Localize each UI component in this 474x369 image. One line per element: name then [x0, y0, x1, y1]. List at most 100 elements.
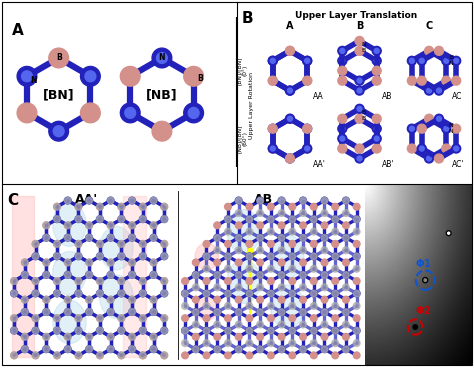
Circle shape [257, 197, 264, 204]
Circle shape [289, 315, 296, 321]
Circle shape [338, 144, 347, 153]
Circle shape [64, 296, 71, 303]
Circle shape [301, 310, 305, 314]
Circle shape [139, 241, 146, 247]
Circle shape [343, 259, 349, 266]
Circle shape [152, 273, 155, 277]
Circle shape [66, 236, 70, 239]
Circle shape [267, 290, 274, 297]
Circle shape [246, 340, 253, 346]
Circle shape [75, 315, 82, 321]
Circle shape [97, 278, 103, 284]
Circle shape [291, 217, 294, 221]
Circle shape [267, 228, 274, 235]
Circle shape [278, 272, 285, 278]
Circle shape [203, 241, 210, 247]
Circle shape [205, 292, 209, 295]
Text: B: B [56, 52, 62, 62]
Circle shape [125, 107, 136, 118]
Circle shape [247, 292, 251, 295]
Circle shape [129, 234, 136, 241]
Circle shape [43, 259, 50, 266]
Text: AB: AB [254, 193, 273, 206]
Circle shape [235, 346, 242, 353]
Circle shape [332, 327, 338, 334]
Circle shape [97, 203, 103, 210]
Circle shape [289, 216, 296, 223]
Circle shape [98, 292, 102, 295]
Circle shape [310, 290, 317, 297]
Circle shape [118, 253, 125, 260]
Circle shape [150, 346, 157, 352]
Circle shape [267, 352, 274, 359]
Circle shape [203, 253, 210, 260]
Circle shape [270, 58, 275, 63]
Circle shape [291, 292, 294, 295]
Circle shape [235, 296, 242, 303]
Circle shape [161, 278, 168, 284]
Circle shape [86, 234, 92, 241]
Circle shape [312, 292, 316, 295]
Circle shape [150, 308, 157, 315]
Circle shape [407, 76, 416, 85]
Circle shape [118, 253, 125, 260]
Circle shape [118, 352, 125, 359]
Circle shape [129, 334, 136, 340]
Circle shape [192, 272, 199, 278]
Circle shape [235, 247, 242, 254]
Circle shape [54, 278, 60, 284]
Circle shape [11, 290, 18, 297]
Circle shape [87, 236, 91, 239]
Circle shape [107, 334, 114, 340]
Circle shape [118, 278, 125, 284]
Circle shape [214, 247, 220, 254]
Circle shape [182, 327, 188, 334]
Circle shape [442, 144, 451, 153]
Circle shape [419, 146, 424, 151]
Circle shape [355, 46, 364, 55]
Circle shape [268, 144, 277, 153]
Circle shape [64, 346, 71, 352]
Circle shape [130, 347, 134, 351]
Circle shape [34, 292, 37, 295]
Circle shape [288, 88, 292, 93]
Circle shape [353, 327, 360, 334]
Circle shape [332, 216, 338, 223]
Circle shape [246, 241, 253, 247]
Circle shape [338, 66, 347, 75]
Text: B: B [242, 11, 253, 26]
Circle shape [203, 327, 210, 334]
Circle shape [353, 278, 360, 284]
Circle shape [442, 124, 451, 133]
Circle shape [321, 321, 328, 328]
Ellipse shape [100, 226, 133, 270]
Circle shape [332, 216, 338, 223]
Circle shape [310, 340, 317, 346]
Circle shape [225, 253, 231, 260]
Circle shape [305, 146, 310, 151]
Circle shape [344, 347, 348, 351]
Circle shape [300, 346, 306, 352]
Circle shape [225, 315, 231, 321]
Circle shape [64, 259, 71, 266]
Circle shape [300, 210, 306, 217]
Circle shape [353, 216, 360, 223]
Circle shape [452, 56, 461, 65]
Circle shape [374, 136, 379, 141]
Circle shape [267, 327, 274, 334]
Circle shape [321, 346, 328, 353]
Circle shape [257, 210, 264, 217]
Circle shape [285, 114, 294, 123]
Circle shape [258, 310, 262, 314]
Circle shape [54, 290, 60, 297]
Circle shape [64, 296, 71, 303]
Circle shape [246, 315, 253, 321]
Circle shape [54, 253, 60, 260]
Circle shape [355, 86, 364, 95]
Circle shape [107, 272, 114, 278]
Circle shape [139, 327, 146, 334]
Circle shape [332, 315, 338, 321]
Circle shape [225, 216, 231, 223]
Circle shape [410, 126, 414, 131]
Circle shape [43, 296, 50, 303]
